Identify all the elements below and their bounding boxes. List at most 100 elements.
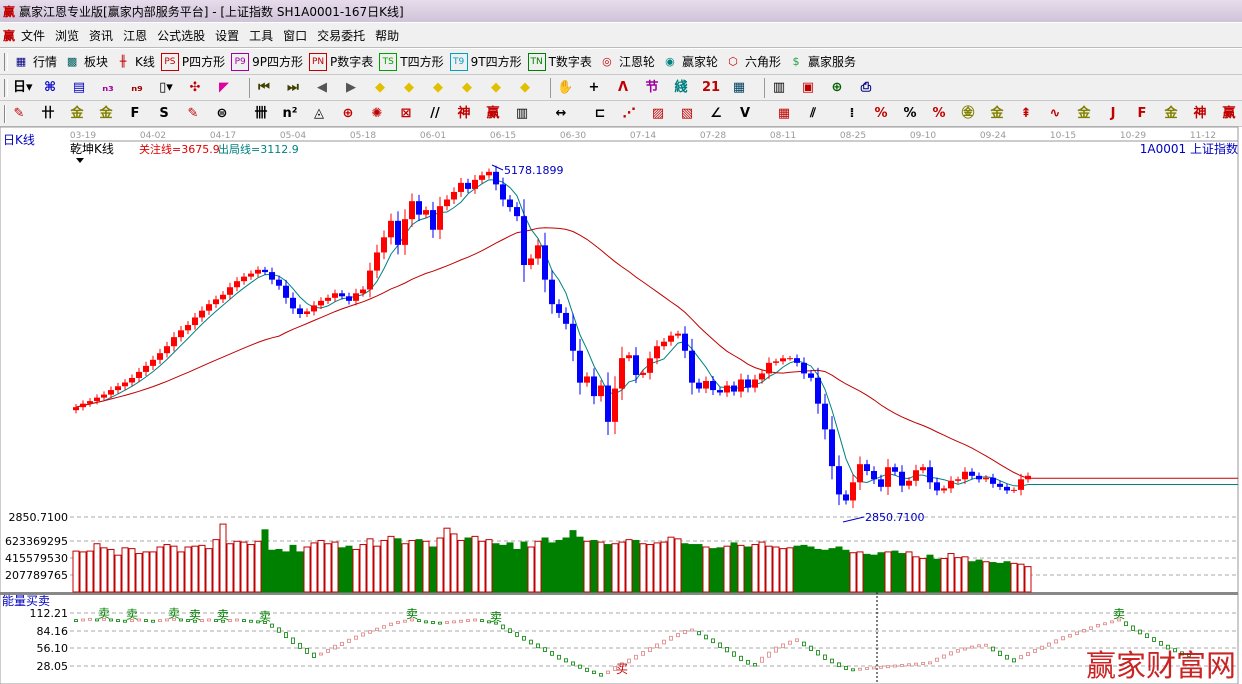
box-button[interactable]: ⊠ xyxy=(397,105,420,123)
period-day-dropdown-button[interactable]: 日▾ xyxy=(12,79,35,97)
indicator-9-button[interactable]: ₙ₉ xyxy=(128,79,151,97)
menu-item-9[interactable]: 帮助 xyxy=(375,28,400,43)
menu-item-4[interactable]: 公式选股 xyxy=(157,28,206,43)
slash-button[interactable]: // xyxy=(426,105,449,123)
toolbar-grip[interactable] xyxy=(4,52,8,71)
toolbar-grip[interactable] xyxy=(4,104,6,123)
dollar-button[interactable]: $ 赢家服务 xyxy=(787,53,856,71)
menu-item-0[interactable]: 文件 xyxy=(21,28,46,43)
shrink-button[interactable]: ◆ xyxy=(458,79,481,97)
angle-button[interactable]: ∠ xyxy=(707,105,730,123)
gold-box-button[interactable]: 金 xyxy=(1075,105,1098,123)
hexagon-button[interactable]: ⬡ 六角形 xyxy=(724,53,781,71)
v-line-button[interactable]: V xyxy=(736,105,759,123)
p9-button[interactable]: P9 9P四方形 xyxy=(231,52,303,71)
ps-button[interactable]: PS P四方形 xyxy=(160,52,225,71)
menu-item-6[interactable]: 工具 xyxy=(249,28,274,43)
zoom-out-button[interactable]: ◆ xyxy=(516,79,539,97)
gann-grid-button[interactable]: ▧ xyxy=(678,105,701,123)
t9-button[interactable]: T9 9T四方形 xyxy=(449,52,522,71)
wave-button[interactable]: ∿ xyxy=(1046,105,1069,123)
blocks-button[interactable]: ▩ 板块 xyxy=(63,53,108,71)
dropdown-arrow-icon[interactable] xyxy=(76,158,84,163)
menu-item-2[interactable]: 资讯 xyxy=(89,28,114,43)
move-left-button[interactable]: ◆ xyxy=(371,79,394,97)
save-button[interactable]: ▣ xyxy=(799,79,822,97)
triangle-button[interactable]: ◬ xyxy=(310,105,333,123)
section-button[interactable]: 节 xyxy=(643,79,666,97)
marker-button[interactable]: ✎ xyxy=(184,105,207,123)
gold-angle-button[interactable]: 金 xyxy=(1162,105,1185,123)
menu-item-3[interactable]: 江恩 xyxy=(123,28,148,43)
next-button[interactable]: ▶ xyxy=(342,79,365,97)
percent-slash-button[interactable]: % xyxy=(872,105,895,123)
menu-item-7[interactable]: 窗口 xyxy=(283,28,308,43)
calculator-button[interactable]: ▦ xyxy=(730,79,753,97)
target-button[interactable]: ⊕ xyxy=(339,105,362,123)
rect-button[interactable]: ⊏ xyxy=(591,105,614,123)
shen-button[interactable]: 神 xyxy=(455,105,478,123)
circle-grid-button[interactable]: ⊜ xyxy=(213,105,236,123)
gann-box-button[interactable]: ▨ xyxy=(649,105,672,123)
move-right-button[interactable]: ◆ xyxy=(400,79,423,97)
menu-item-5[interactable]: 设置 xyxy=(215,28,240,43)
parallel-button[interactable]: ⫽ xyxy=(804,105,827,123)
indicator-3-button[interactable]: ₙ₃ xyxy=(99,79,122,97)
notes-button[interactable]: ▤ xyxy=(70,79,93,97)
tn-button[interactable]: TN T数字表 xyxy=(527,52,592,71)
ying-angle-button[interactable]: 赢 xyxy=(1220,105,1242,123)
prev-button[interactable]: ◀ xyxy=(313,79,336,97)
ying-button[interactable]: 赢 xyxy=(484,105,507,123)
percent-lines-button[interactable]: % xyxy=(930,105,953,123)
line-draw-button[interactable]: ᐱ xyxy=(614,79,637,97)
kline-button[interactable]: ╫ K线 xyxy=(114,53,155,71)
hand-button[interactable]: ✋ xyxy=(556,79,579,97)
f-angle-button[interactable]: F xyxy=(1133,105,1156,123)
pn-button[interactable]: PN P数字表 xyxy=(309,52,373,71)
gold-lines-button[interactable]: 金 xyxy=(988,105,1011,123)
crosshair-button[interactable]: + xyxy=(585,79,608,97)
calendar-button[interactable]: 21 xyxy=(701,79,724,97)
compare-button[interactable]: ⌘ xyxy=(41,79,64,97)
gold-line-button[interactable]: 金 xyxy=(68,105,91,123)
pen-button[interactable]: ✎ xyxy=(10,105,33,123)
ruler-button[interactable]: ▥ xyxy=(513,105,536,123)
gann-wheel-button[interactable]: ◎ 江恩轮 xyxy=(598,53,655,71)
menu-logo[interactable]: 赢 xyxy=(3,28,16,43)
expand-button[interactable]: ◆ xyxy=(429,79,452,97)
matrix-button[interactable]: ▦ xyxy=(775,105,798,123)
print-button[interactable]: ⎙ xyxy=(857,79,880,97)
spiral-button[interactable]: S xyxy=(155,105,178,123)
percent-button[interactable]: % xyxy=(901,105,924,123)
last-button[interactable]: ⏭ xyxy=(284,79,307,97)
flag-button[interactable]: ◤ xyxy=(215,79,238,97)
first-button[interactable]: ⏮ xyxy=(255,79,278,97)
f-line-button[interactable]: F xyxy=(126,105,149,123)
menu-item-1[interactable]: 浏览 xyxy=(55,28,80,43)
fan-button[interactable]: ⋰ xyxy=(620,105,643,123)
radial-button[interactable]: ✺ xyxy=(368,105,391,123)
toolbar-grip[interactable] xyxy=(4,78,8,97)
grid-lines-button[interactable]: 卄 xyxy=(39,105,62,123)
n2-button[interactable]: n² xyxy=(281,105,304,123)
pane-splitter[interactable] xyxy=(0,592,1238,595)
table-button[interactable]: ▦ 行情 xyxy=(12,53,57,71)
bars-button[interactable]: 卌 xyxy=(252,105,275,123)
gold-circle-button[interactable]: ㊎ xyxy=(959,105,982,123)
menu-item-8[interactable]: 交易委托 xyxy=(317,28,366,43)
notebook-button[interactable]: ▥ xyxy=(770,79,793,97)
measure-button[interactable]: ↔ xyxy=(552,105,575,123)
rocket-button[interactable]: ⇞ xyxy=(1017,105,1040,123)
candle-type-dropdown-button[interactable]: ▯▾ xyxy=(157,79,180,97)
ts-button[interactable]: TS T四方形 xyxy=(379,52,444,71)
winner-wheel-button[interactable]: ◉ 赢家轮 xyxy=(661,53,718,71)
gann-button[interactable]: 綫 xyxy=(672,79,695,97)
zoom-in-button[interactable]: ◆ xyxy=(487,79,510,97)
gold-line2-button[interactable]: 金 xyxy=(97,105,120,123)
network-button[interactable]: ⊕ xyxy=(828,79,851,97)
period-button[interactable]: ⁞ xyxy=(843,105,866,123)
j-angle-button[interactable]: J xyxy=(1104,105,1127,123)
shen-angle-button[interactable]: 神 xyxy=(1191,105,1214,123)
pattern-button[interactable]: ✣ xyxy=(186,79,209,97)
